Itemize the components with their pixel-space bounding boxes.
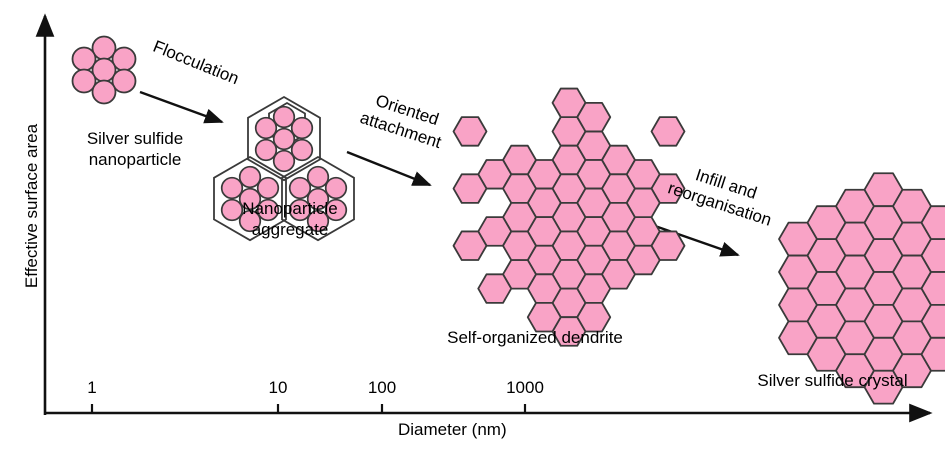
nanoparticle-circle (71, 68, 97, 94)
glyph-silver-sulfide-nanoparticle (71, 35, 137, 105)
dendrite-hex-cell (452, 230, 488, 261)
x-tick-label-1000: 1000 (506, 378, 544, 397)
axis-group (35, 13, 933, 423)
aggregate-hex-outline (213, 155, 287, 242)
x-axis-label: Diameter (nm) (398, 420, 507, 439)
aggregate-hex-outline (247, 95, 321, 182)
dendrite-hex-cell (452, 116, 488, 147)
dendrite-hex-cell (576, 101, 612, 133)
aggregate-circle (324, 176, 348, 200)
aggregate-circle (220, 198, 244, 222)
nanoparticle-circle (91, 79, 117, 105)
dendrite-hex-cell (576, 301, 612, 333)
aggregate-circle (324, 198, 348, 222)
aggregate-circle (288, 176, 312, 200)
aggregate-hex-outline (281, 155, 355, 242)
crystal-hex-cell (920, 336, 945, 372)
dendrite-hex-cell (650, 116, 686, 147)
aggregate-circle (290, 116, 314, 140)
stage-label-dendrite: Self-organized dendrite (447, 328, 623, 347)
aggregate-circle (238, 209, 262, 233)
dendrite-hex-cell (601, 259, 636, 290)
arrow-oriented-attachment (346, 150, 432, 187)
dendrite-hex-cell (477, 273, 513, 304)
stage-label-aggregate: Nanoparticle aggregate (242, 199, 338, 239)
stage-label-nanoparticle: Silver sulfide nanoparticle (86, 129, 184, 169)
stage-label-crystal: Silver sulfide crystal (757, 371, 908, 390)
aggregate-circle (306, 209, 330, 233)
aggregate-circle (220, 176, 244, 200)
aggregate-circle (288, 198, 312, 222)
dendrite-hex-cell (650, 230, 686, 261)
y-axis-label: Effective surface area (22, 123, 41, 289)
x-tick-label-100: 100 (367, 378, 397, 397)
aggregate-circle (272, 149, 296, 173)
aggregate-circle (238, 187, 262, 211)
dendrite-hex-cell (452, 173, 488, 204)
aggregate-circle (306, 187, 330, 211)
x-tick-label-10: 10 (268, 378, 288, 397)
x-tick-label-1: 1 (87, 378, 97, 397)
aggregate-circle (256, 176, 280, 200)
aggregate-circle (256, 198, 280, 222)
x-axis-ticks (90, 404, 527, 413)
aggregate-circle (306, 165, 330, 189)
dendrite-hex-cell (526, 301, 562, 333)
dendrite-hex-cell (625, 187, 661, 219)
dendrite-hex-cell (502, 230, 537, 261)
aggregate-circle (254, 138, 278, 162)
aggregate-circle (272, 127, 296, 151)
nanoparticle-circle (111, 68, 137, 94)
aggregate-circle (272, 105, 296, 129)
dendrite-hex-cell (502, 173, 537, 204)
glyph-nanoparticle-aggregate (213, 95, 355, 242)
arrow-flocculation (139, 90, 224, 124)
glyph-silver-sulfide-crystal (778, 172, 945, 405)
aggregate-circle (254, 116, 278, 140)
glyph-self-organized-dendrite (452, 87, 686, 347)
aggregate-circle (290, 138, 314, 162)
aggregate-circle (238, 165, 262, 189)
